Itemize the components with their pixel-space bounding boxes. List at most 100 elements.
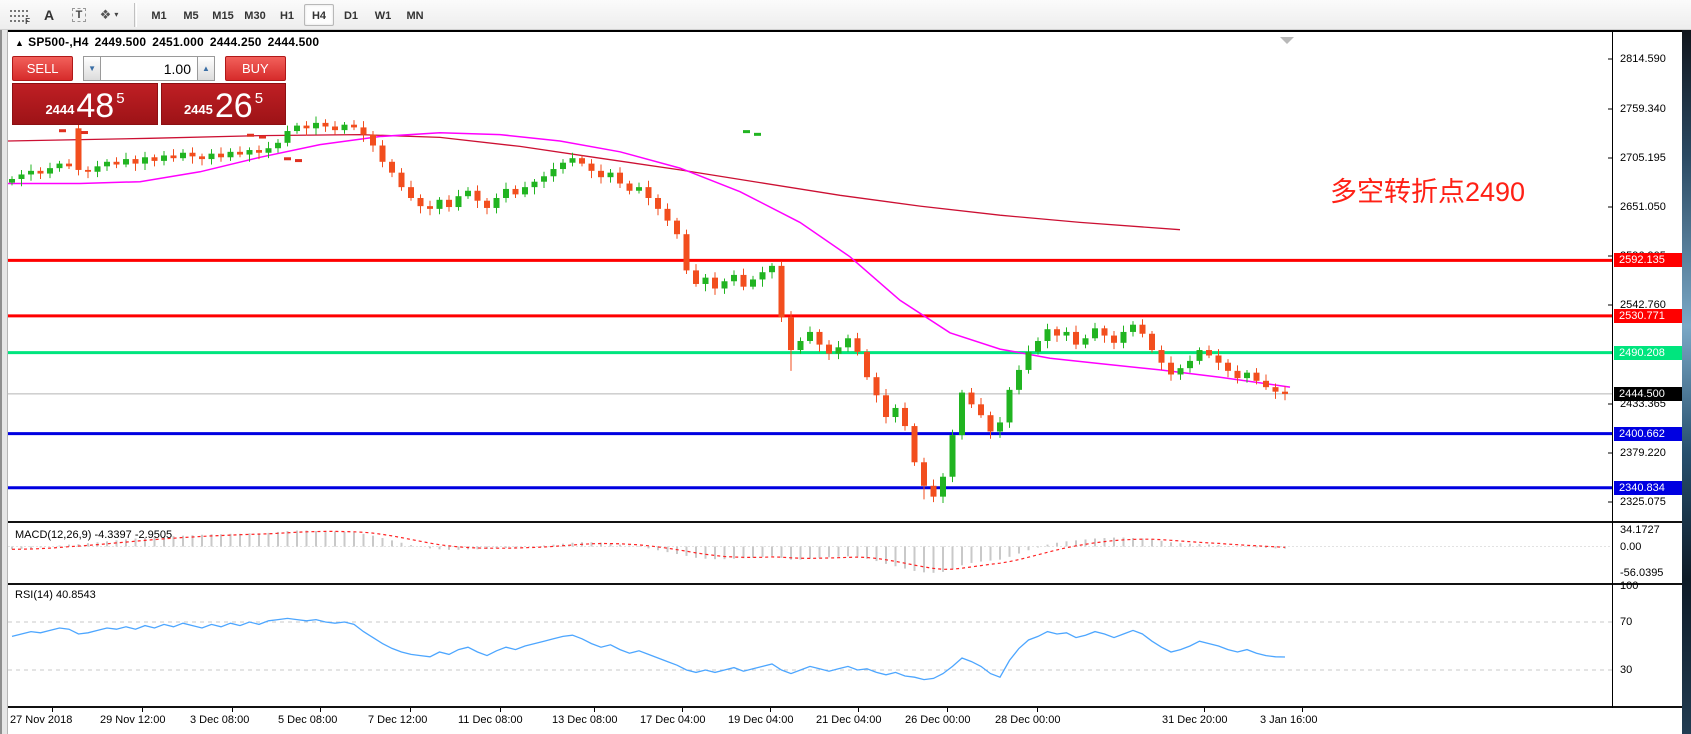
time-axis-tick [52, 708, 53, 712]
timeframe-button-m15[interactable]: M15 [212, 9, 234, 22]
candle-body [674, 220, 680, 235]
candle-body [389, 161, 395, 173]
candle-body [750, 279, 756, 287]
candle-body [550, 169, 557, 177]
volume-decrease-button[interactable]: ▼ [83, 56, 101, 81]
candle-body [1082, 338, 1089, 345]
candle-body [607, 172, 614, 178]
timeframe-button-m1[interactable]: M1 [151, 9, 167, 22]
time-axis-label: 3 Dec 08:00 [190, 714, 250, 726]
price-axis-tick-label: 2433.365 [1620, 398, 1666, 410]
timeframe-button-h1[interactable]: H1 [279, 9, 295, 22]
chart-window[interactable]: ▲ SP500-,H4 2449.500 2451.000 2444.250 2444.5… [8, 30, 1682, 734]
buy-button[interactable]: BUY [224, 56, 286, 81]
timeframe-button-h4[interactable]: H4 [304, 3, 334, 26]
text-box-icon: T [71, 7, 87, 22]
trade-marker-icon [259, 135, 266, 139]
toolbar: F A T ❖ ▾ M1 M5 M15 M30 H1 H4 D1 W1 MN [0, 0, 1691, 30]
volume-increase-button[interactable]: ▲ [197, 56, 215, 81]
candle-body [987, 415, 994, 432]
time-axis-tick [858, 708, 859, 712]
candle-body [968, 392, 975, 405]
candle-body [1092, 328, 1098, 339]
timeframe-button-m30[interactable]: M30 [244, 9, 266, 22]
time-axis-label: 26 Dec 00:00 [905, 714, 971, 726]
pane-separator[interactable] [8, 521, 1682, 523]
candle-body [465, 190, 471, 197]
candle-body [1149, 333, 1155, 351]
time-axis-label: 31 Dec 20:00 [1162, 714, 1228, 726]
candle-body [788, 317, 794, 351]
candle-body [332, 126, 338, 131]
timeframe-button-d1[interactable]: D1 [343, 9, 359, 22]
candle-body [275, 142, 281, 149]
candle-body [892, 407, 899, 418]
candle-body [360, 127, 367, 135]
candle-body [1253, 372, 1260, 381]
one-click-trading-panel: SELL ▼ ▲ BUY 2444 48 5 2445 [12, 56, 286, 125]
candle-body [56, 163, 63, 169]
shapes-tool-button[interactable]: ❖ ▾ [96, 3, 122, 27]
time-axis-tick [594, 708, 595, 712]
candle-body [541, 176, 547, 182]
candle-body [180, 152, 186, 159]
sell-button[interactable]: SELL [12, 56, 74, 81]
chart-plot-area[interactable] [8, 32, 1682, 708]
candle-body [1025, 351, 1032, 370]
price-level-badge: 2340.834 [1614, 480, 1682, 495]
candle-body [1120, 331, 1127, 343]
candle-body [864, 351, 870, 378]
candle-body [902, 407, 908, 427]
fibonacci-tool-button[interactable]: F [6, 3, 32, 27]
timeframe-button-w1[interactable]: W1 [374, 9, 392, 22]
price-level-badge: 2592.135 [1614, 253, 1682, 268]
candle-body [484, 200, 490, 208]
candle-body [731, 274, 737, 282]
candle-body [493, 197, 500, 208]
text-box-tool-button[interactable]: T [66, 3, 92, 27]
time-axis-tick [682, 708, 683, 712]
time-axis-label: 3 Jan 16:00 [1260, 714, 1318, 726]
candle-body [1158, 350, 1165, 363]
candle-body [104, 161, 110, 167]
candle-body [835, 347, 842, 354]
candle-body [294, 125, 300, 132]
candle-body [47, 168, 53, 174]
candle-body [949, 435, 956, 477]
candle-body [28, 170, 34, 175]
expand-icon[interactable]: ▲ [15, 38, 25, 48]
candle-body [189, 152, 196, 157]
desktop-background-strip [1682, 30, 1691, 734]
candle-body [1044, 329, 1051, 341]
candle-body [170, 155, 177, 159]
time-axis-tick [1302, 708, 1303, 712]
shapes-icon: ❖ [99, 6, 112, 22]
volume-input[interactable] [101, 56, 197, 81]
candle-body [845, 338, 851, 348]
candle-body [702, 277, 709, 284]
timeframe-button-m5[interactable]: M5 [183, 9, 199, 22]
candle-body [1111, 335, 1117, 343]
candle-body [1177, 368, 1184, 375]
pane-separator[interactable] [8, 583, 1682, 585]
sell-price-display[interactable]: 2444 48 5 [12, 83, 158, 125]
candle-body [626, 183, 633, 191]
candle-body [778, 265, 785, 318]
scroll-position-icon[interactable] [1280, 37, 1294, 44]
price-axis-tick-label: 2325.075 [1620, 496, 1666, 508]
candle-body [588, 163, 595, 171]
candle-body [1063, 331, 1070, 336]
price-axis-border [1612, 32, 1613, 708]
candle-body [132, 159, 139, 164]
candle-body [598, 170, 604, 178]
candle-body [37, 170, 44, 174]
timeframe-group: M1 M5 M15 M30 H1 H4 D1 W1 MN [143, 0, 431, 30]
candle-body [18, 174, 25, 179]
timeframe-button-mn[interactable]: MN [406, 9, 424, 22]
buy-price-display[interactable]: 2445 26 5 [161, 83, 286, 125]
candle-body [94, 166, 101, 172]
candle-body [1035, 340, 1041, 352]
text-label-tool-button[interactable]: A [36, 3, 62, 27]
time-axis-tick [1204, 708, 1205, 712]
candle-body [1073, 331, 1079, 345]
